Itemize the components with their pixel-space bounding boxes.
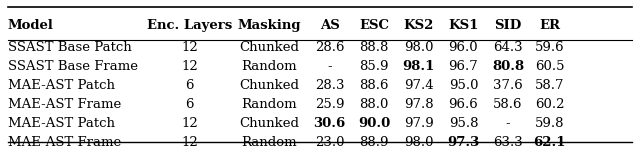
Text: Chunked: Chunked [239, 79, 299, 92]
Text: MAE-AST Patch: MAE-AST Patch [8, 117, 115, 130]
Text: 95.0: 95.0 [449, 79, 478, 92]
Text: ER: ER [539, 19, 560, 32]
Text: 60.2: 60.2 [534, 98, 564, 111]
Text: Random: Random [241, 98, 297, 111]
Text: 98.0: 98.0 [404, 136, 433, 149]
Text: 98.1: 98.1 [403, 60, 435, 73]
Text: 60.5: 60.5 [534, 60, 564, 73]
Text: 6: 6 [185, 79, 194, 92]
Text: Masking: Masking [237, 19, 301, 32]
Text: 97.9: 97.9 [404, 117, 434, 130]
Text: SSAST Base Patch: SSAST Base Patch [8, 41, 131, 54]
Text: -: - [327, 60, 332, 73]
Text: Chunked: Chunked [239, 41, 299, 54]
Text: 96.7: 96.7 [449, 60, 478, 73]
Text: 12: 12 [181, 136, 198, 149]
Text: 88.0: 88.0 [360, 98, 389, 111]
Text: 28.3: 28.3 [315, 79, 344, 92]
Text: 97.8: 97.8 [404, 98, 433, 111]
Text: SID: SID [494, 19, 522, 32]
Text: 80.8: 80.8 [492, 60, 524, 73]
Text: 96.6: 96.6 [449, 98, 478, 111]
Text: AS: AS [320, 19, 339, 32]
Text: 63.3: 63.3 [493, 136, 523, 149]
Text: 37.6: 37.6 [493, 79, 523, 92]
Text: 88.8: 88.8 [360, 41, 389, 54]
Text: MAE-AST Frame: MAE-AST Frame [8, 136, 121, 149]
Text: 59.6: 59.6 [534, 41, 564, 54]
Text: 98.0: 98.0 [404, 41, 433, 54]
Text: 25.9: 25.9 [315, 98, 344, 111]
Text: 85.9: 85.9 [360, 60, 389, 73]
Text: 97.4: 97.4 [404, 79, 433, 92]
Text: Random: Random [241, 60, 297, 73]
Text: Model: Model [8, 19, 54, 32]
Text: MAE-AST Patch: MAE-AST Patch [8, 79, 115, 92]
Text: 12: 12 [181, 41, 198, 54]
Text: MAE-AST Frame: MAE-AST Frame [8, 98, 121, 111]
Text: 95.8: 95.8 [449, 117, 478, 130]
Text: 88.9: 88.9 [360, 136, 389, 149]
Text: ESC: ESC [359, 19, 389, 32]
Text: 6: 6 [185, 98, 194, 111]
Text: Enc. Layers: Enc. Layers [147, 19, 232, 32]
Text: 28.6: 28.6 [315, 41, 344, 54]
Text: 62.1: 62.1 [533, 136, 566, 149]
Text: 90.0: 90.0 [358, 117, 390, 130]
Text: KS2: KS2 [404, 19, 434, 32]
Text: 30.6: 30.6 [314, 117, 346, 130]
Text: -: - [506, 117, 510, 130]
Text: 12: 12 [181, 60, 198, 73]
Text: Chunked: Chunked [239, 117, 299, 130]
Text: KS1: KS1 [448, 19, 479, 32]
Text: Random: Random [241, 136, 297, 149]
Text: 12: 12 [181, 117, 198, 130]
Text: 88.6: 88.6 [360, 79, 389, 92]
Text: 97.3: 97.3 [447, 136, 479, 149]
Text: SSAST Base Frame: SSAST Base Frame [8, 60, 138, 73]
Text: 58.6: 58.6 [493, 98, 523, 111]
Text: 59.8: 59.8 [534, 117, 564, 130]
Text: 64.3: 64.3 [493, 41, 523, 54]
Text: 96.0: 96.0 [449, 41, 478, 54]
Text: 23.0: 23.0 [315, 136, 344, 149]
Text: 58.7: 58.7 [534, 79, 564, 92]
